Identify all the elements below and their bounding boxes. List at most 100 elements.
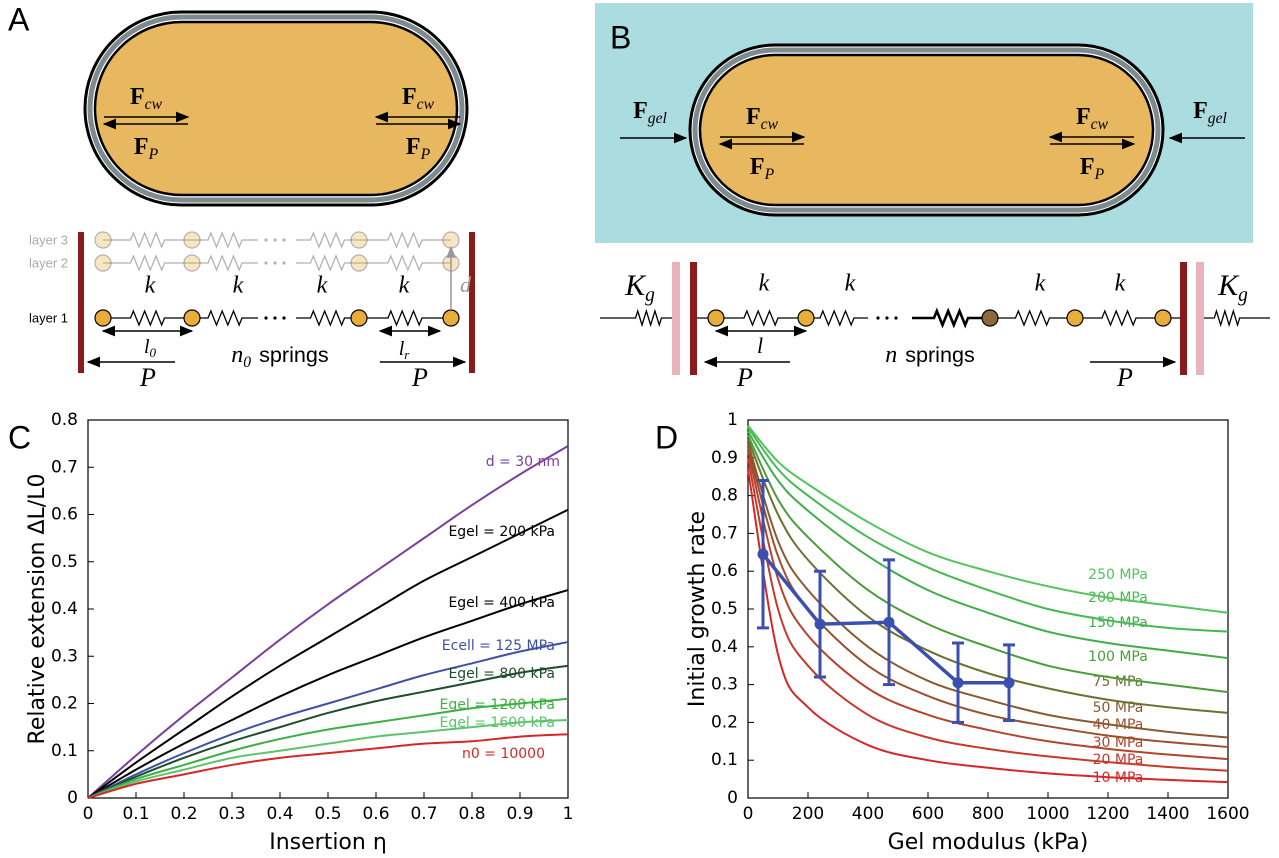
ellipsis-dot (273, 316, 277, 320)
symbol: F (633, 98, 648, 124)
spring (990, 309, 1075, 327)
y-axis-title: Relative extension ΔL/L0 (25, 474, 50, 745)
curve-label: 75 MPa (1093, 674, 1144, 690)
spring (296, 231, 359, 249)
curve (87, 589, 569, 799)
curve (87, 508, 569, 799)
y-tick-label: 0.2 (51, 694, 78, 714)
x-tick-label: 0.5 (314, 804, 341, 824)
x-tick-label: 0.8 (458, 804, 485, 824)
measurement-point (952, 677, 964, 689)
y-tick-label: 0.7 (51, 457, 78, 477)
symbol-label: Fcw (1076, 104, 1109, 133)
y-tick-label: 0.1 (711, 750, 738, 770)
symbol-label: FP (134, 134, 159, 163)
symbol-label: l0 (144, 336, 157, 360)
symbol-label: Kg (1217, 269, 1248, 307)
y-tick-label: 0.8 (51, 410, 78, 430)
symbol-label: FP (750, 154, 775, 183)
ellipsis-dot (282, 316, 286, 320)
diagram-label: P (411, 363, 428, 392)
spring (716, 309, 806, 327)
symbol: l (144, 336, 150, 358)
bead (1066, 309, 1084, 327)
diagram-label: k (145, 273, 156, 299)
curve-label: 200 MPa (1088, 590, 1148, 606)
symbol-label: Kg (624, 269, 655, 307)
bead (350, 254, 368, 272)
y-tick-label: 0.3 (711, 675, 738, 695)
spring (296, 254, 359, 272)
subscript: gel (1208, 110, 1227, 127)
symbol: F (402, 84, 417, 110)
bead (707, 309, 725, 327)
curve (87, 697, 569, 799)
y-tick-label: 0.3 (51, 646, 78, 666)
measurement-point (814, 618, 826, 630)
x-tick-label: 0.2 (170, 804, 197, 824)
symbol: K (624, 269, 647, 302)
ellipsis-dot (273, 261, 277, 265)
curve-label: 100 MPa (1088, 649, 1148, 665)
curve-label: 150 MPa (1088, 615, 1148, 631)
ellipsis-dot (264, 238, 268, 242)
subscript: cw (145, 96, 163, 113)
ellipsis-dot (264, 261, 268, 265)
curve (747, 450, 1229, 761)
panel-label: A (8, 1, 30, 37)
symbol-label: lr (399, 338, 411, 362)
measurement-point (757, 548, 769, 560)
measurement-point (1003, 677, 1015, 689)
spring (1204, 308, 1250, 328)
wall (1180, 262, 1187, 375)
ellipsis-dot (876, 316, 880, 320)
y-tick-label: 0.8 (711, 486, 738, 506)
subscript: g (645, 285, 655, 306)
x-tick-label: 0 (83, 804, 94, 824)
subscript: P (1094, 166, 1105, 183)
panel-label: D (655, 419, 678, 455)
diagram-label: d (460, 272, 472, 297)
curve (747, 457, 1229, 772)
cell-wall-layer (87, 14, 465, 203)
subscript: 0 (243, 354, 251, 371)
y-axis-title: Initial growth rate (685, 511, 710, 707)
symbol: l (399, 338, 405, 360)
curve-label: n0 = 10000 (462, 746, 545, 762)
subscript: cw (417, 96, 435, 113)
gel-wall (1196, 262, 1204, 375)
diagram-label: k (759, 271, 770, 297)
curve (747, 426, 1229, 633)
symbol: F (130, 84, 145, 110)
y-tick-label: 0.4 (711, 637, 738, 657)
spring (1075, 309, 1163, 327)
spring (192, 254, 258, 272)
x-tick-label: 400 (852, 804, 884, 824)
symbol-label: FP (1080, 154, 1105, 183)
curve-label: Egel = 1200 kPa (440, 697, 555, 713)
wall (78, 232, 84, 373)
x-tick-label: 0.3 (218, 804, 245, 824)
y-tick-label: 0.2 (711, 712, 738, 732)
diagram-label: k (845, 271, 856, 297)
bead (350, 309, 368, 327)
label-text: springs (905, 342, 975, 367)
measurement-point (883, 616, 895, 628)
ellipsis-dot (264, 316, 268, 320)
spring (103, 254, 192, 272)
bead (183, 254, 201, 272)
curve-label: 20 MPa (1093, 752, 1144, 768)
diagram-label: P (736, 363, 753, 392)
cell-wall-layer (692, 47, 1161, 213)
curve (747, 442, 1229, 739)
x-axis-title: Insertion η (269, 830, 387, 855)
x-tick-label: 0.4 (266, 804, 293, 824)
curve (87, 664, 569, 799)
spring (806, 309, 868, 327)
gel-wall (672, 262, 680, 375)
spring (103, 231, 192, 249)
curve-label: d = 30 nm (486, 454, 560, 470)
diagram-label: layer 2 (29, 255, 68, 270)
symbol: F (1076, 104, 1091, 130)
symbol: n (231, 342, 243, 368)
